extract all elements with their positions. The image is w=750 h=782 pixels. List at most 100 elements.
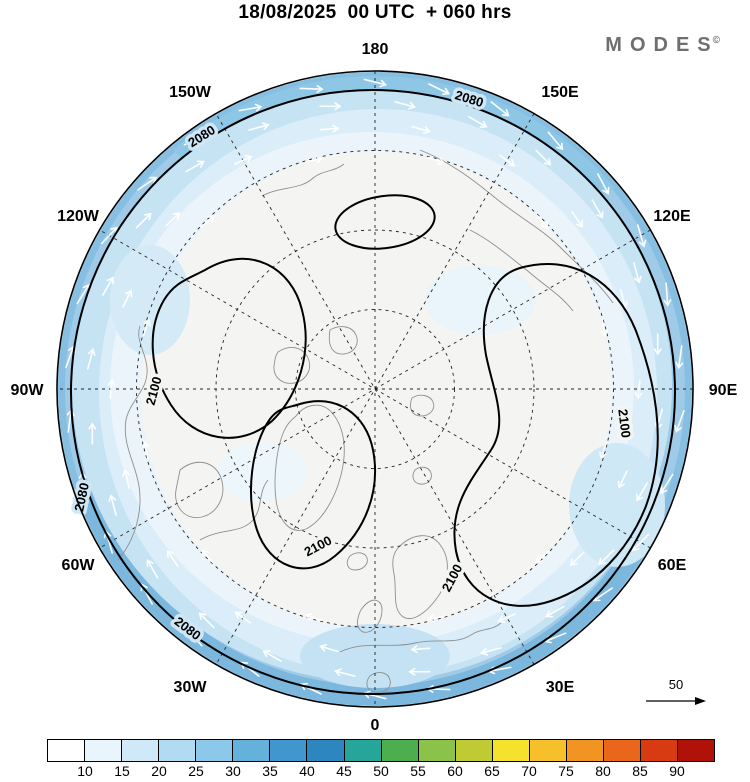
colorbar-cell xyxy=(85,740,123,761)
colorbar-tick-label: 40 xyxy=(299,763,315,779)
colorbar-tick-label: 50 xyxy=(373,763,389,779)
wind-arrow-icon xyxy=(636,482,649,502)
wind-arrow-icon xyxy=(674,409,685,433)
wind-arrow-icon xyxy=(107,378,116,399)
wind-arrow-icon xyxy=(304,612,323,622)
wind-arrow-icon xyxy=(569,551,585,566)
coastline-arctic-island-3 xyxy=(410,394,435,417)
wind-scale: 50 xyxy=(646,677,706,705)
colorbar-tick-label: 30 xyxy=(225,763,241,779)
wind-arrow-icon xyxy=(319,102,342,111)
wind-arrow-icon xyxy=(410,645,431,654)
wind-arrow-icon xyxy=(632,533,650,552)
wind-arrow-icon xyxy=(547,131,564,151)
wind-arrow-icon xyxy=(597,173,610,195)
wind-arrow-icon xyxy=(305,155,324,164)
wind-arrow-icon xyxy=(634,379,643,400)
wind-arrow-icon xyxy=(141,440,150,459)
wind-arrow-icon xyxy=(262,650,282,663)
colorbar-tick-label: 55 xyxy=(410,763,426,779)
wind-arrow-icon xyxy=(591,199,604,219)
colorbar-tick-label: 10 xyxy=(77,763,93,779)
colorbar-tick-label: 75 xyxy=(558,763,574,779)
contour-top-oval xyxy=(334,194,436,250)
wind-arrow-icon xyxy=(165,212,181,227)
longitude-label-150e: 150E xyxy=(541,84,579,101)
contour-2100-east xyxy=(453,263,659,607)
coastline-north-america xyxy=(117,325,148,561)
wind-arrow-icon xyxy=(480,647,502,656)
wind-arrow-icon xyxy=(571,211,584,228)
wind-arrow-icon xyxy=(201,549,214,564)
colorbar-cell xyxy=(455,740,493,761)
wind-arrow-icon xyxy=(490,101,510,117)
meridian-line xyxy=(215,113,535,665)
colorbar-cell xyxy=(418,740,456,761)
colorbar-tick-label: 15 xyxy=(114,763,130,779)
colorbar-cell xyxy=(344,740,382,761)
wind-arrow-icon xyxy=(633,262,642,284)
longitude-label-0: 0 xyxy=(371,717,380,734)
wind-arrow-icon xyxy=(663,282,672,307)
coastline-na-east xyxy=(199,479,269,541)
coastline-bering xyxy=(261,163,345,197)
wind-arrow-icon xyxy=(183,134,207,146)
wind-scale-value: 50 xyxy=(669,677,683,692)
colorbar-tick-label: 70 xyxy=(521,763,537,779)
graticule-layer xyxy=(57,71,693,707)
wind-arrow-icon xyxy=(535,149,552,166)
colorbar-tick-label: 25 xyxy=(188,763,204,779)
coastline-scandinavia xyxy=(392,535,448,619)
coastline-svalbard xyxy=(412,466,432,485)
wind-scale-arrow-icon xyxy=(646,697,706,705)
coastline-arctic-island-1 xyxy=(273,347,311,384)
wind-arrow-icon xyxy=(234,611,252,624)
longitude-label-180: 180 xyxy=(362,41,389,58)
wind-arrow-icon xyxy=(102,276,114,296)
copyright-icon: © xyxy=(712,35,720,47)
contour-2100-central xyxy=(250,400,377,570)
wind-arrow-icon xyxy=(319,643,339,653)
wind-arrow-icon xyxy=(468,116,488,128)
coastline-siberia-inner xyxy=(469,229,574,312)
wind-arrow-icon xyxy=(653,333,662,356)
colorbar-tick-label: 20 xyxy=(151,763,167,779)
longitude-label-90e: 90E xyxy=(709,382,738,399)
wind-arrow-icon xyxy=(137,176,158,191)
wind-arrow-icon xyxy=(108,494,117,516)
longitude-label-30w: 30W xyxy=(174,679,208,696)
longitude-label-90w: 90W xyxy=(11,382,45,399)
wind-arrow-icon xyxy=(299,85,324,94)
longitude-label-150w: 150W xyxy=(169,84,212,101)
wind-arrow-icon xyxy=(636,224,647,248)
coastline-greenland xyxy=(274,404,345,531)
colorbar-cell xyxy=(529,740,567,761)
wind-arrow-icon xyxy=(497,613,517,623)
colorbar-tick-label: 65 xyxy=(484,763,500,779)
wind-arrow-icon xyxy=(142,318,152,337)
wind-arrow-icon xyxy=(675,345,684,370)
colorbar xyxy=(47,739,715,762)
colorbar-cell xyxy=(566,740,604,761)
colorbar-cell xyxy=(270,740,308,761)
wind-arrows-layer xyxy=(65,78,685,700)
colorbar-tick-label: 35 xyxy=(262,763,278,779)
colorbar-cell xyxy=(233,740,271,761)
colorbar-cell xyxy=(641,740,679,761)
wind-arrow-icon xyxy=(88,422,97,445)
wind-arrow-icon xyxy=(535,550,550,563)
colorbar-tick-label: 90 xyxy=(669,763,685,779)
colorbar-cell xyxy=(307,740,345,761)
wind-arrow-icon xyxy=(122,469,130,489)
wind-arrow-icon xyxy=(248,122,270,131)
wind-arrow-icon xyxy=(411,125,431,135)
colorbar-tick-label: 45 xyxy=(336,763,352,779)
wind-arrow-icon xyxy=(394,101,416,110)
wind-arrow-icon xyxy=(87,348,96,370)
colorbar-cell xyxy=(381,740,419,761)
colorbar-cell xyxy=(159,740,197,761)
modes-logo-text: MODES xyxy=(605,34,719,56)
colorbar-tick-label: 85 xyxy=(632,763,648,779)
contour-2100-west xyxy=(151,257,307,439)
